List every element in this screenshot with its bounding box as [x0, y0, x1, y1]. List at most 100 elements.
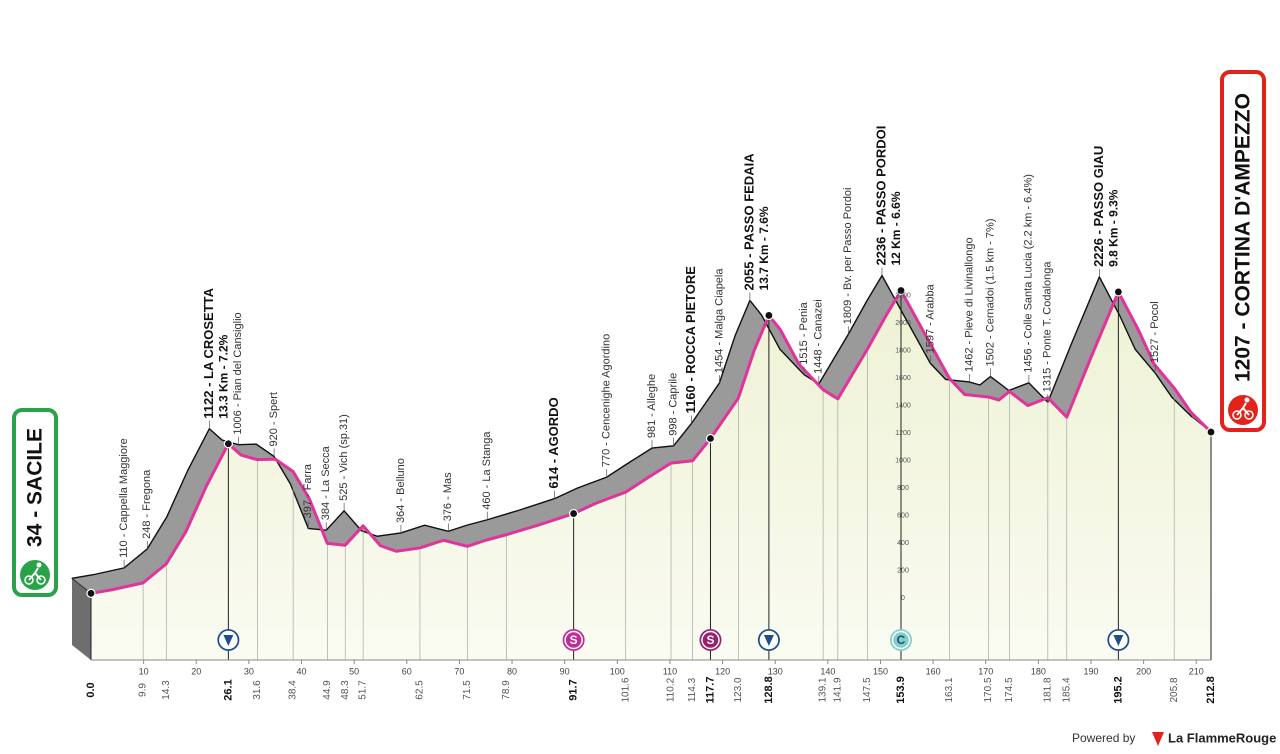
profile-side: [72, 578, 91, 660]
x-tick-label: 20: [191, 666, 201, 676]
waypoint-sub: 12 Km - 6.6%: [889, 191, 903, 265]
y-tick-label: 2000: [895, 320, 911, 327]
waypoint-sub: 9.8 Km - 9.3%: [1107, 189, 1121, 267]
x-tick-label: 90: [560, 666, 570, 676]
summit-dot: [1206, 427, 1216, 437]
summit-dot: [569, 508, 579, 519]
km-label: 212.8: [1205, 676, 1217, 704]
waypoint-label: 1456 - Colle Santa Lucia (2.2 km - 6.4%): [1023, 174, 1035, 373]
km-label: 141.9: [832, 677, 843, 702]
powered-by: Powered by: [1072, 731, 1135, 745]
finish-label: 1207 - CORTINA D'AMPEZZO: [1232, 93, 1255, 382]
waypoint-label: 1006 - Pian del Cansiglio: [232, 312, 244, 434]
x-tick-label: 160: [926, 666, 941, 676]
km-label: 195.2: [1112, 676, 1124, 704]
start-icon-head: [36, 562, 42, 568]
icon-inner: [564, 630, 583, 650]
x-tick-label: 80: [507, 666, 517, 676]
finish-icon-rider: [1236, 402, 1250, 416]
x-tick-label: 170: [978, 666, 993, 676]
summit-dot: [86, 588, 96, 598]
waypoint-label: 1462 - Pieve di Livinallongo: [963, 237, 975, 372]
x-tick-label: 50: [349, 666, 359, 676]
icon-gpm: [763, 635, 774, 646]
icon-inner: [891, 630, 911, 650]
km-label: 114.3: [687, 677, 698, 702]
x-tick-label: 140: [820, 666, 835, 676]
km-label: 174.5: [1004, 677, 1015, 702]
x-tick-label: 100: [610, 666, 625, 676]
finish-icon-wheel: [1232, 410, 1242, 420]
summit-dot: [896, 285, 906, 296]
waypoint-label: 1527 - Pocol: [1149, 301, 1161, 363]
waypoint-label: 1454 - Malga Ciapela: [713, 268, 725, 373]
start-icon-rider: [28, 567, 42, 581]
start-icon: [20, 560, 50, 590]
icon-label: C: [897, 633, 906, 647]
waypoint-label: 981 - Alleghe: [646, 374, 658, 438]
summit-dot: [705, 433, 716, 444]
y-tick-label: 200: [897, 567, 909, 574]
waypoint-label: 364 - Belluno: [395, 458, 407, 523]
waypoint-label: 2236 - PASSO PORDOI: [873, 126, 888, 266]
icon-label: S: [706, 633, 714, 647]
start-icon-wheel: [24, 575, 34, 585]
brand-logo: [1152, 732, 1164, 746]
km-label: 205.8: [1169, 677, 1180, 702]
x-tick-label: 60: [402, 666, 412, 676]
start-box: [12, 408, 58, 597]
x-tick-label: 180: [1031, 666, 1046, 676]
y-tick-label: 600: [897, 512, 909, 519]
y-tick-label: 800: [897, 485, 909, 492]
km-label: 147.5: [862, 677, 873, 702]
icon-gpm: [1113, 635, 1124, 646]
km-label: 62.5: [415, 680, 426, 700]
waypoint-label: 110 - Cappella Maggiore: [118, 438, 130, 558]
km-label: 0.0: [85, 682, 97, 697]
waypoint-label: 770 - Cencenighe Agordino: [601, 334, 613, 467]
waypoint-sub: 13.7 Km - 7.6%: [757, 206, 771, 290]
km-label: 51.7: [358, 680, 369, 700]
waypoint-label: 1448 - Canazei: [813, 299, 825, 374]
waypoint-sub: 13.3 Km - 7.2%: [217, 334, 231, 418]
y-tick-label: 400: [897, 540, 909, 547]
km-label: 38.4: [288, 680, 299, 700]
x-tick-label: 110: [663, 666, 677, 676]
waypoint-label: 614 - AGORDO: [546, 397, 561, 488]
waypoint-label: 920 - Spert: [268, 392, 280, 446]
x-tick-label: 210: [1189, 666, 1204, 676]
waypoint-label: 2226 - PASSO GIAU: [1091, 146, 1106, 267]
x-tick-label: 200: [1136, 666, 1151, 676]
finish-icon: [1228, 395, 1258, 425]
x-tick-label: 190: [1083, 666, 1098, 676]
x-tick-label: 130: [768, 666, 783, 676]
icon-gpm: [223, 635, 234, 646]
km-label: 44.9: [322, 680, 333, 700]
x-tick-label: 150: [873, 666, 888, 676]
y-tick-label: 1800: [895, 347, 911, 354]
km-label: 123.0: [733, 677, 744, 702]
waypoint-label: 1809 - Bv. per Passo Pordoi: [842, 187, 854, 324]
finish-icon-head: [1244, 397, 1250, 403]
km-label: 163.1: [944, 677, 955, 702]
y-tick-label: 1200: [895, 430, 911, 437]
summit-dot: [764, 310, 774, 321]
y-tick-label: 1400: [895, 402, 911, 409]
x-tick-label: 70: [454, 666, 464, 676]
waypoint-label: 397 - Farra: [302, 463, 314, 518]
km-label: 78.9: [501, 680, 512, 700]
km-label: 31.6: [252, 680, 263, 700]
profile-line: [90, 289, 1213, 595]
x-tick-label: 120: [715, 666, 730, 676]
km-label: 9.9: [138, 683, 149, 697]
waypoint-label: 2055 - PASSO FEDAIA: [741, 153, 756, 291]
brand-name: La FlammeRouge: [1168, 730, 1276, 745]
finish-box: [1220, 70, 1266, 432]
waypoint-label: 1315 - Ponte T. Codalonga: [1042, 261, 1054, 393]
waypoint-label: 1515 - Penia: [798, 301, 810, 364]
finish-icon-wheel: [1244, 410, 1254, 420]
km-label: 170.5: [983, 677, 994, 702]
waypoint-label: 998 - Caprile: [667, 373, 679, 436]
km-label: 48.3: [340, 680, 351, 700]
